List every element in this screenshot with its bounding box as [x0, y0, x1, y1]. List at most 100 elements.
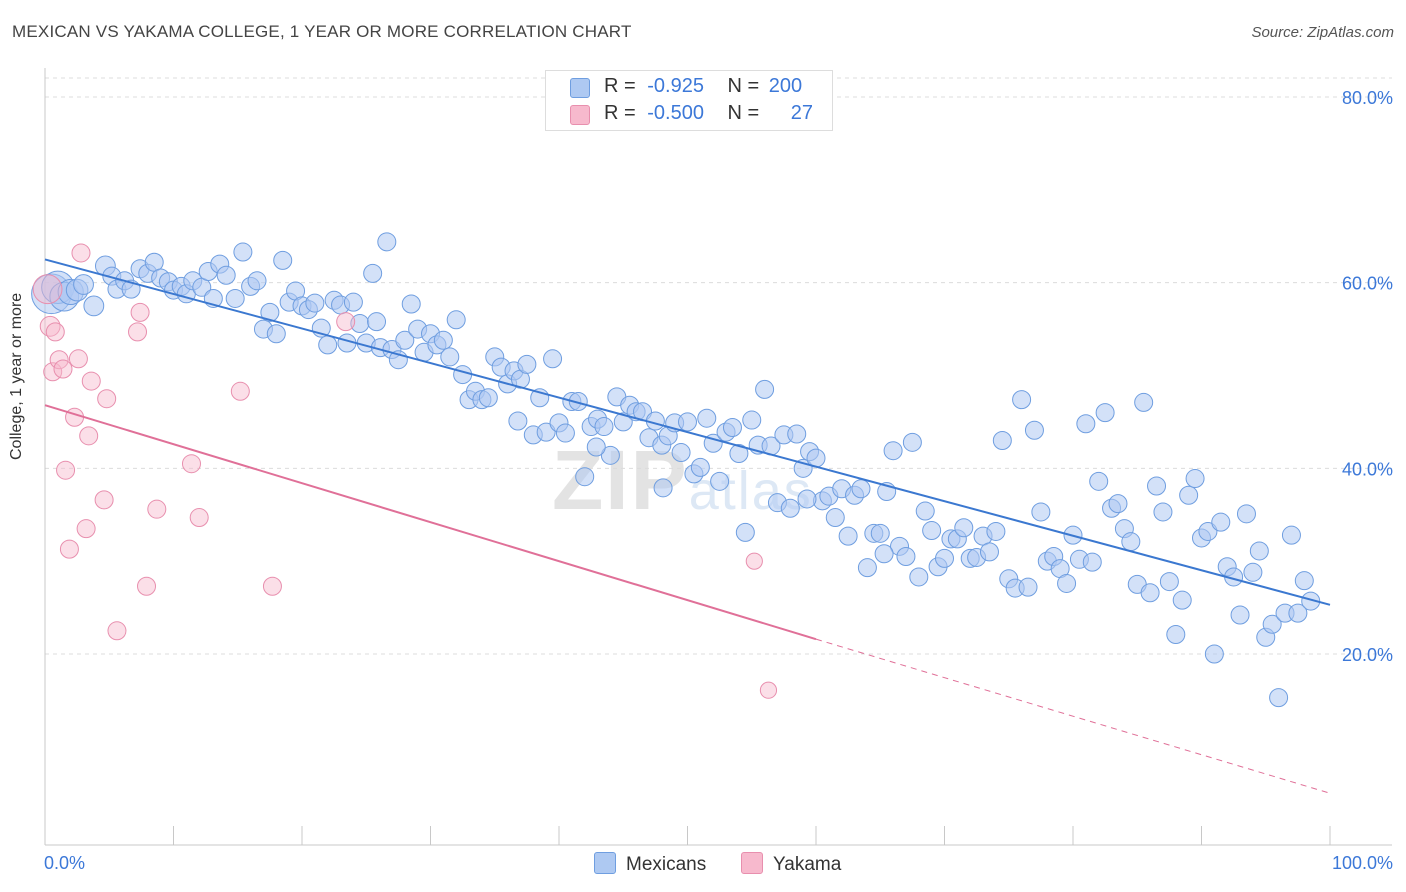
x-tick-label: 0.0%	[44, 853, 85, 873]
yakama-point	[56, 460, 76, 480]
yakama-point	[147, 499, 167, 519]
mexicans-point	[453, 365, 473, 385]
mexicans-point	[797, 489, 817, 509]
mexicans-point	[536, 422, 556, 442]
mexicans-point	[1089, 471, 1109, 491]
mexicans-point	[508, 411, 528, 431]
y-tick-label: 80.0%	[1342, 88, 1393, 108]
mexicans-point	[710, 471, 730, 491]
n-value: 27	[790, 102, 814, 124]
mexicans-point	[1140, 583, 1160, 603]
mexicans-point	[266, 324, 286, 344]
mexicans-point	[1147, 476, 1167, 496]
mexicans-point	[555, 423, 575, 443]
yakama-point	[107, 621, 127, 641]
mexicans-point	[922, 521, 942, 541]
yakama-point	[230, 381, 250, 401]
mexicans-point	[870, 523, 890, 543]
yakama-point	[39, 315, 61, 337]
r-value: -0.925	[647, 75, 704, 97]
x-tick-label: 100.0%	[1332, 853, 1393, 873]
mexicans-point	[1294, 571, 1314, 591]
mexicans-point	[1243, 562, 1263, 582]
mexicans-point	[992, 430, 1012, 450]
yakama-point	[65, 407, 85, 427]
mexicans-point	[260, 302, 280, 322]
mexicans-point	[73, 274, 94, 295]
mexicans-point	[874, 544, 894, 564]
source-label: Source: ZipAtlas.com	[1251, 24, 1394, 41]
yakama-point	[76, 519, 96, 539]
mexicans-point	[909, 567, 929, 587]
legend-item-yakama: Yakama	[741, 852, 841, 876]
mexicans-trendline	[44, 258, 1331, 606]
mexicans-point	[1211, 512, 1231, 532]
n-value: 200	[768, 75, 803, 97]
mexicans-point	[1236, 504, 1256, 524]
n-label: N =	[727, 75, 760, 97]
mexicans-point	[363, 263, 383, 283]
mexicans-point	[742, 410, 762, 430]
yakama-point	[137, 576, 157, 596]
mexicans-point	[367, 312, 387, 332]
legend-item-mexicans: Mexicans	[594, 852, 706, 876]
mexicans-point	[1159, 572, 1179, 592]
mexicans-point	[233, 242, 253, 262]
r-label: R =	[604, 75, 636, 97]
y-tick-label: 40.0%	[1342, 459, 1393, 479]
r-label: R =	[604, 102, 636, 124]
yakama-point	[128, 322, 148, 342]
mexicans-point	[1204, 644, 1224, 664]
yakama-point	[81, 371, 101, 391]
mexicans-point	[986, 521, 1006, 541]
yakama-point	[97, 389, 117, 409]
mexicans-point	[1262, 614, 1282, 634]
mexicans-point	[1230, 605, 1250, 625]
yakama-point	[53, 359, 73, 379]
mexicans-point	[690, 457, 710, 477]
mexicans-point	[935, 548, 954, 568]
mexicans-point	[247, 271, 267, 291]
mexicans-point	[1121, 532, 1141, 552]
mexicans-point	[1172, 590, 1192, 610]
mexicans-point	[318, 335, 338, 355]
mexicans-point	[1012, 390, 1032, 410]
mexicans-point	[735, 522, 755, 542]
mexicans-point	[543, 349, 563, 369]
legend-swatch-pink	[570, 105, 590, 125]
mexicans-point	[1185, 469, 1205, 489]
yakama-point	[262, 576, 282, 596]
n-label: N =	[727, 102, 760, 124]
mexicans-point	[440, 347, 460, 367]
mexicans-point	[401, 294, 421, 314]
mexicans-point	[1018, 577, 1038, 597]
mexicans-point	[1024, 420, 1044, 440]
mexicans-point	[1198, 521, 1218, 541]
mexicans-point	[825, 508, 845, 528]
mexicans-point	[954, 518, 974, 538]
yakama-point	[59, 539, 79, 559]
mexicans-point	[1153, 502, 1173, 522]
mexicans-point	[594, 417, 614, 437]
mexicans-point	[478, 388, 498, 408]
mexicans-point	[1281, 525, 1301, 545]
correlation-legend: R = -0.925 N = 200 R = -0.500 N = 27	[545, 70, 833, 131]
mexicans-point	[517, 354, 537, 374]
yakama-trendline-extension	[815, 638, 1331, 794]
mexicans-point	[787, 424, 807, 444]
yakama-point	[759, 681, 778, 699]
mexicans-point	[1269, 688, 1289, 708]
yakama-point	[79, 426, 99, 446]
mexicans-point	[433, 330, 453, 350]
mexicans-point	[697, 408, 717, 428]
mexicans-point	[678, 412, 697, 432]
mexicans-point	[83, 295, 105, 317]
legend-label-mexicans: Mexicans	[626, 854, 707, 875]
yakama-point	[49, 350, 69, 370]
yakama-point	[745, 552, 763, 570]
mexicans-point	[671, 443, 691, 463]
mexicans-point	[979, 542, 999, 562]
yakama-point	[71, 243, 91, 263]
mexicans-point	[600, 445, 620, 465]
legend-swatch-mexicans	[594, 852, 616, 874]
